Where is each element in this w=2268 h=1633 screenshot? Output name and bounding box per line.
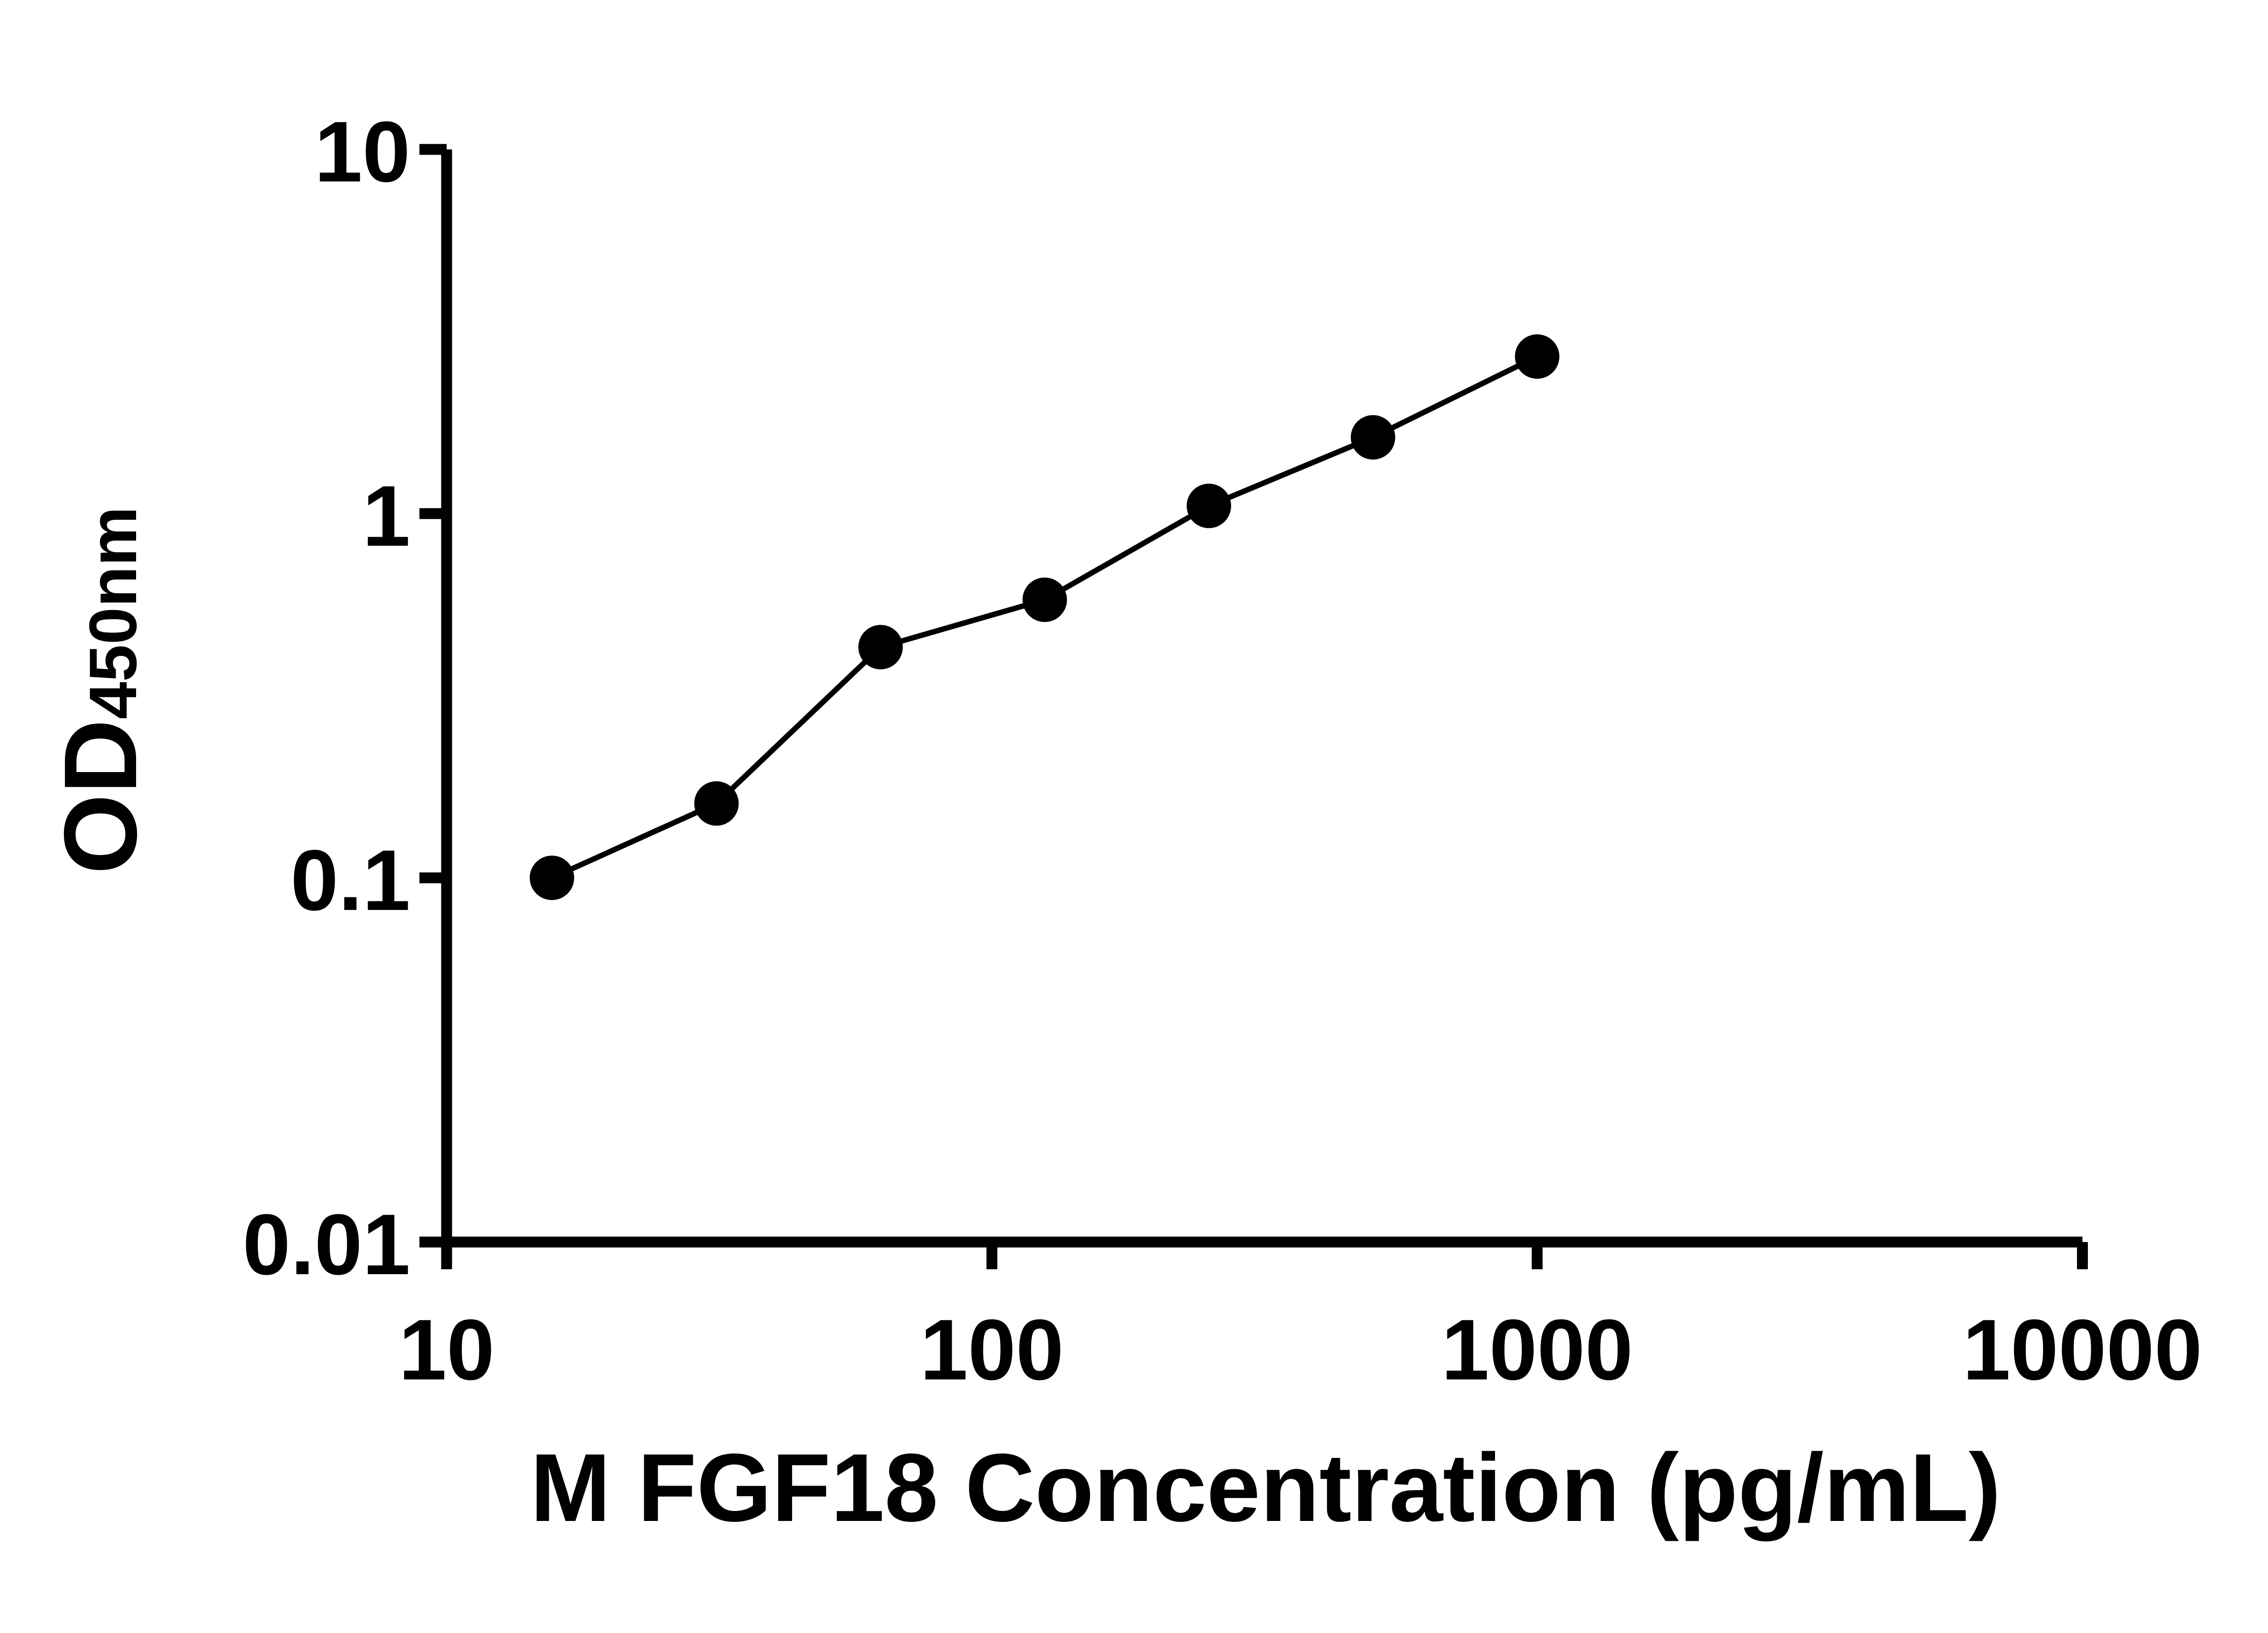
svg-text:0.1: 0.1	[290, 832, 410, 929]
svg-text:1000: 1000	[1441, 1302, 1633, 1398]
svg-text:10000: 10000	[1963, 1302, 2202, 1398]
svg-text:1: 1	[362, 468, 411, 564]
svg-text:0.01: 0.01	[243, 1197, 411, 1293]
svg-text:10: 10	[314, 104, 410, 200]
svg-text:100: 100	[920, 1302, 1064, 1398]
svg-text:M FGF18 Concentration (pg/mL): M FGF18 Concentration (pg/mL)	[530, 1434, 2001, 1542]
svg-text:OD450nm: OD450nm	[43, 507, 158, 875]
svg-text:10: 10	[399, 1302, 494, 1398]
